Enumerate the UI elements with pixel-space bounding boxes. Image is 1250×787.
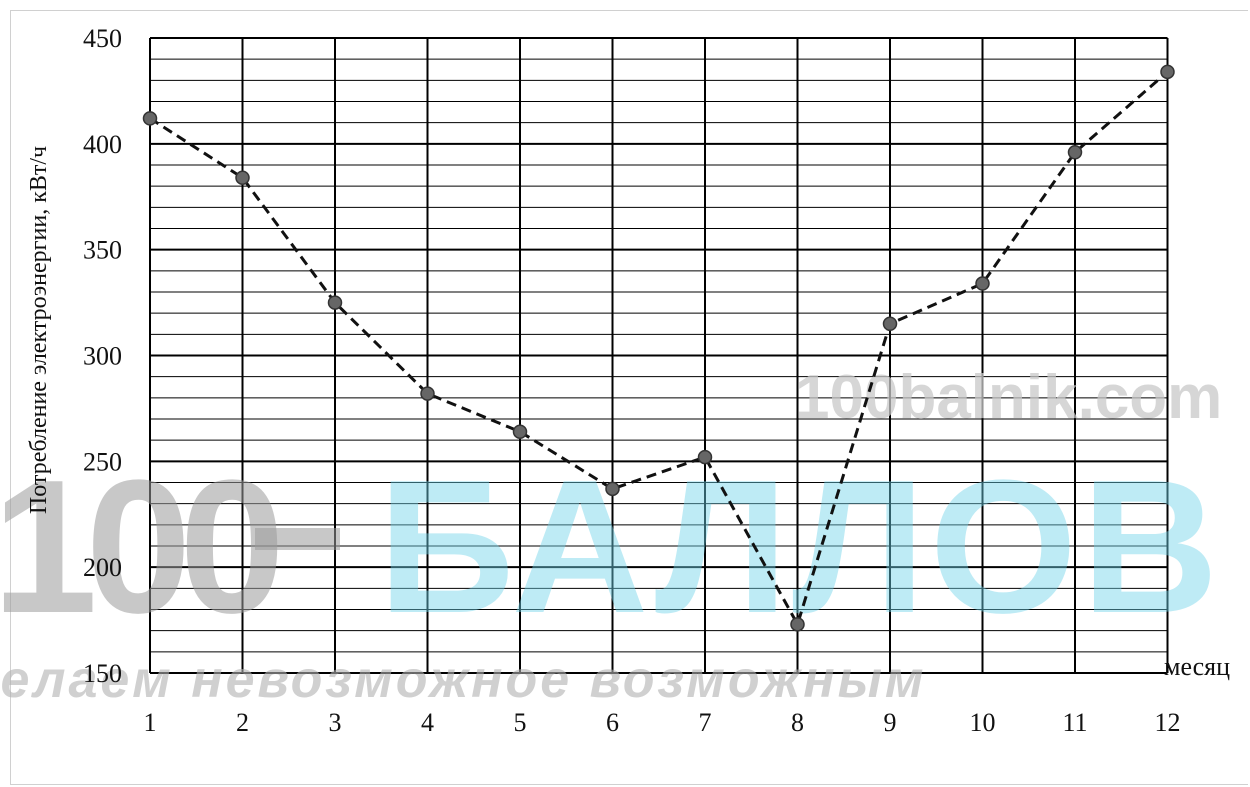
series-markers	[142, 64, 1175, 632]
y-axis-label: Потребление электроэнергии, кВт/ч	[26, 146, 52, 514]
watermark-slogan: Делаем невозможное возможным	[0, 651, 926, 709]
x-tick-label: 3	[329, 708, 342, 737]
watermark-logo-digits: 100	[0, 441, 277, 653]
data-point	[605, 481, 620, 497]
y-axis-ticks: 150 200 250 300 350 400 450	[83, 24, 122, 688]
x-tick-label: 9	[884, 708, 897, 737]
x-axis-ticks: 1 2 3 4 5 6 7 8 9 10 11 12	[144, 708, 1181, 737]
data-point	[975, 276, 990, 291]
y-tick-label: 150	[83, 659, 122, 688]
x-tick-label: 12	[1155, 708, 1181, 737]
x-axis-label: месяц	[1164, 652, 1230, 681]
watermark: 100balnik.com 100 БАЛЛОВ Делаем невозмож…	[0, 363, 1222, 709]
data-point	[235, 170, 250, 185]
data-point	[790, 617, 805, 632]
data-point	[420, 386, 435, 401]
y-tick-label: 300	[83, 342, 122, 371]
x-tick-label: 4	[421, 708, 434, 737]
x-tick-label: 5	[514, 708, 527, 737]
data-point	[1067, 145, 1083, 160]
y-tick-label: 200	[83, 553, 122, 582]
x-tick-label: 2	[236, 708, 249, 737]
data-point	[697, 449, 713, 465]
y-tick-label: 400	[83, 130, 122, 159]
x-tick-label: 7	[699, 708, 712, 737]
x-tick-label: 6	[606, 708, 619, 737]
y-tick-label: 350	[83, 236, 122, 265]
series-line	[149, 70, 1169, 629]
data-point	[327, 295, 343, 310]
x-tick-label: 11	[1062, 708, 1087, 737]
data-point	[1160, 64, 1175, 80]
x-tick-label: 1	[144, 708, 157, 737]
watermark-logo-dash	[255, 528, 340, 550]
data-point	[512, 424, 528, 439]
data-point	[882, 316, 898, 331]
x-tick-label: 10	[970, 708, 996, 737]
minor-grid	[150, 58, 1168, 653]
x-tick-label: 8	[791, 708, 804, 737]
y-tick-label: 450	[83, 24, 122, 53]
series-group	[142, 64, 1175, 632]
data-point	[142, 111, 158, 126]
y-tick-label: 250	[83, 447, 122, 476]
major-grid	[149, 37, 1169, 674]
